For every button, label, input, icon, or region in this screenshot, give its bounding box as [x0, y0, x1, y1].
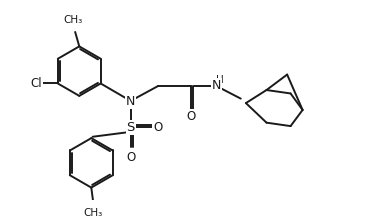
Text: O: O [186, 110, 195, 123]
Text: S: S [127, 121, 135, 134]
Text: H: H [216, 75, 224, 85]
Text: N: N [212, 79, 221, 92]
Text: O: O [126, 151, 135, 164]
Text: CH₃: CH₃ [64, 15, 83, 25]
Text: N: N [126, 95, 135, 107]
Text: CH₃: CH₃ [83, 207, 103, 217]
Text: O: O [153, 121, 162, 134]
Text: Cl: Cl [31, 77, 42, 90]
